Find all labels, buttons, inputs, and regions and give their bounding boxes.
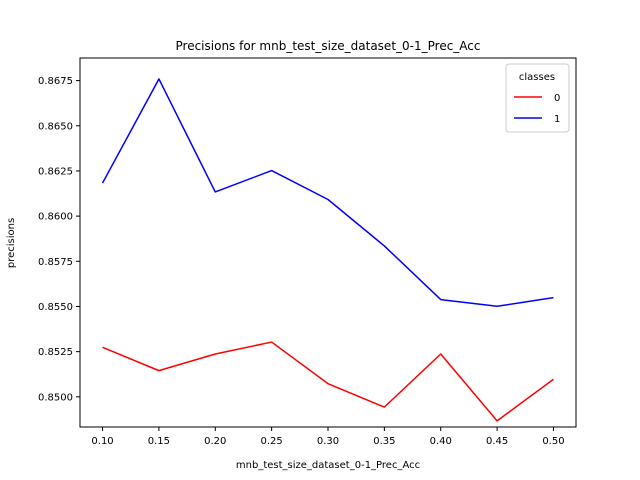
x-tick-label: 0.35 — [373, 436, 395, 447]
series-layer — [101, 78, 554, 422]
legend-label-0: 0 — [554, 93, 560, 104]
legend-label-1: 1 — [554, 114, 560, 125]
chart-title: Precisions for mnb_test_size_dataset_0-1… — [176, 39, 481, 53]
x-tick-label: 0.40 — [430, 436, 452, 447]
axes-frame — [79, 57, 577, 428]
y-tick-label: 0.8650 — [38, 121, 73, 132]
series-line-0 — [102, 341, 554, 422]
legend: classes 0 1 — [505, 63, 570, 133]
x-tick-label: 0.15 — [148, 436, 170, 447]
x-tick-label: 0.10 — [91, 436, 113, 447]
y-tick-label: 0.8550 — [38, 302, 73, 313]
x-tick-label: 0.50 — [542, 436, 564, 447]
y-tick-label: 0.8625 — [38, 166, 73, 177]
x-tick-label: 0.20 — [204, 436, 226, 447]
legend-box — [505, 63, 570, 133]
x-axis-ticks: 0.10 0.15 0.20 0.25 0.30 0.35 0.40 0.45 0.50 — [91, 427, 565, 447]
y-axis-label: precisions — [6, 218, 17, 268]
y-tick-label: 0.8575 — [38, 257, 73, 268]
y-tick-label: 0.8500 — [38, 392, 73, 403]
y-tick-label: 0.8525 — [38, 347, 73, 358]
x-axis-label: mnb_test_size_dataset_0-1_Prec_Acc — [236, 460, 420, 471]
y-tick-label: 0.8600 — [38, 212, 73, 223]
series-line-1 — [101, 78, 554, 308]
x-tick-label: 0.45 — [486, 436, 508, 447]
y-axis-ticks: 0.8500 0.8525 0.8550 0.8575 0.8600 0.8625 0.86… — [38, 76, 80, 403]
legend-title: classes — [519, 72, 555, 83]
x-tick-label: 0.30 — [317, 436, 339, 447]
x-tick-label: 0.25 — [261, 436, 283, 447]
y-tick-label: 0.8675 — [38, 76, 73, 87]
